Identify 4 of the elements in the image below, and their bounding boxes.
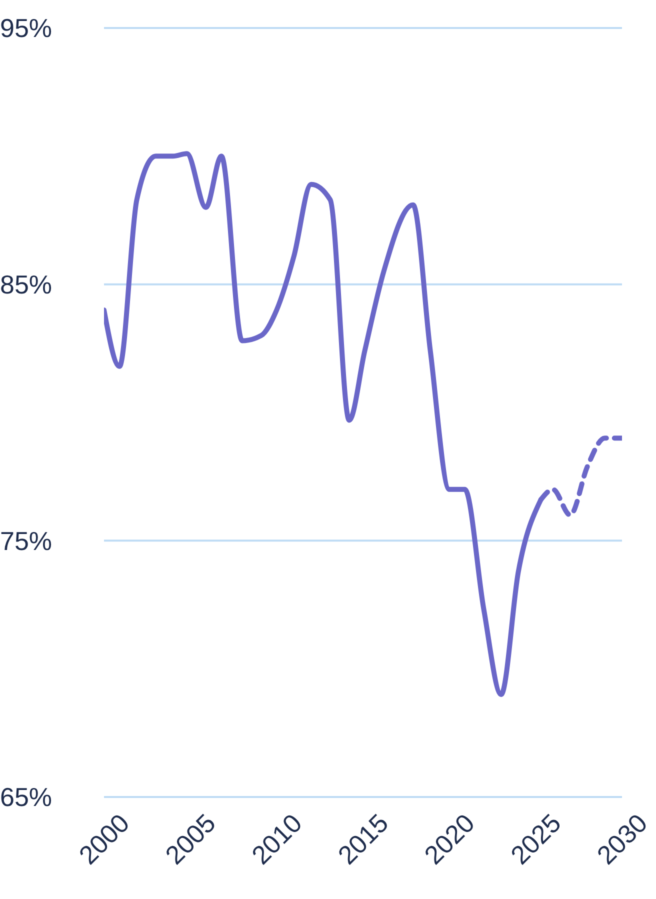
y-tick-label: 85%	[0, 270, 52, 300]
y-tick-label: 95%	[0, 13, 52, 44]
y-tick-label: 75%	[0, 526, 52, 556]
y-tick-label: 65%	[0, 782, 52, 812]
